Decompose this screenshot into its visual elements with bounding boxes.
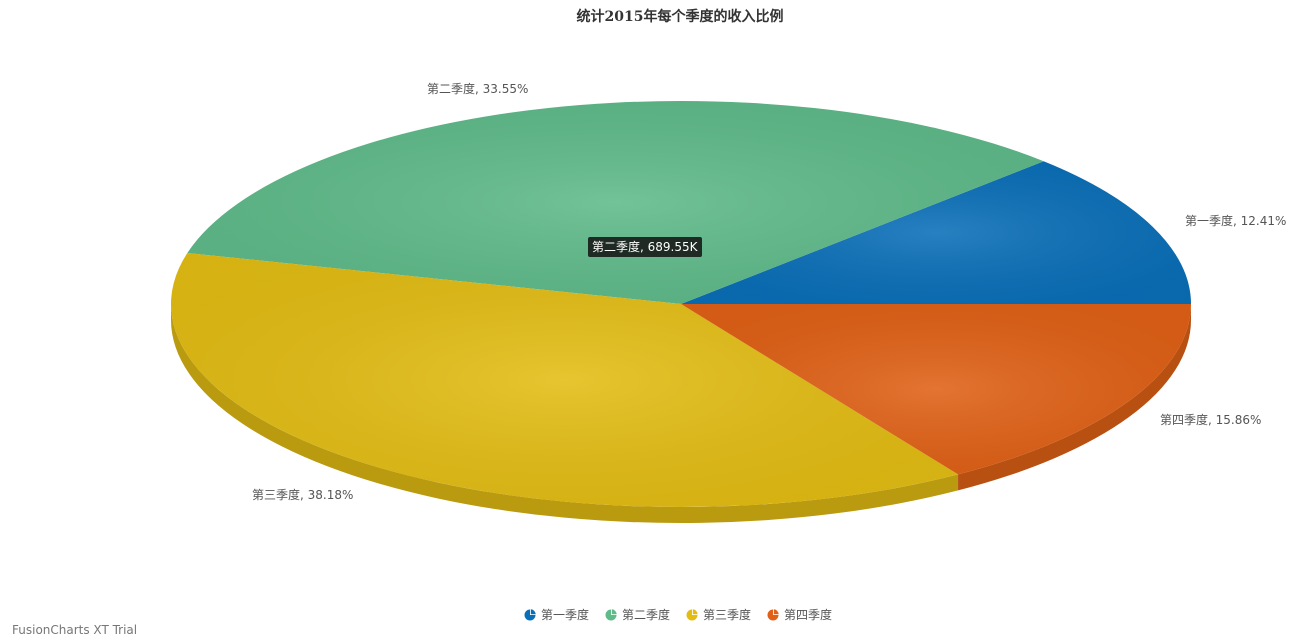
legend-label: 第四季度: [784, 608, 833, 622]
legend-item-q2[interactable]: 第二季度: [605, 606, 670, 623]
legend-item-q3[interactable]: 第三季度: [686, 606, 751, 623]
slice-tooltip: 第二季度, 689.55K: [588, 237, 702, 257]
pie-slice-icon: [605, 608, 617, 621]
legend-item-q1[interactable]: 第一季度: [524, 606, 589, 623]
pie-slice-icon: [767, 608, 779, 621]
slice-label-1: 第一季度, 12.41%: [1185, 213, 1286, 228]
slice-label-4: 第四季度, 15.86%: [1160, 412, 1261, 427]
pie-slice-icon: [686, 608, 698, 621]
legend-label: 第一季度: [540, 608, 589, 622]
pie-slice-gloss: [171, 253, 959, 507]
legend-label: 第三季度: [703, 608, 752, 622]
pie-slice-gloss: [681, 161, 1191, 304]
pie-slice-gloss: [187, 100, 1044, 304]
legend-item-q4[interactable]: 第四季度: [767, 606, 832, 623]
slice-label-3: 第三季度, 38.18%: [252, 487, 353, 502]
legend-label: 第二季度: [621, 608, 670, 622]
slice-label-2: 第二季度, 33.55%: [427, 81, 528, 96]
pie-slice-side: [958, 304, 1191, 491]
pie-slice-gloss: [681, 304, 1191, 475]
chart-title: 统计2015年每个季度的收入比例: [576, 9, 784, 25]
watermark: FusionCharts XT Trial: [12, 623, 138, 637]
chart-legend: 第一季度 第二季度 第三季度 第四季度: [0, 606, 1308, 623]
pie-slice-icon: [524, 608, 536, 621]
pie-slice-side: [171, 304, 959, 523]
